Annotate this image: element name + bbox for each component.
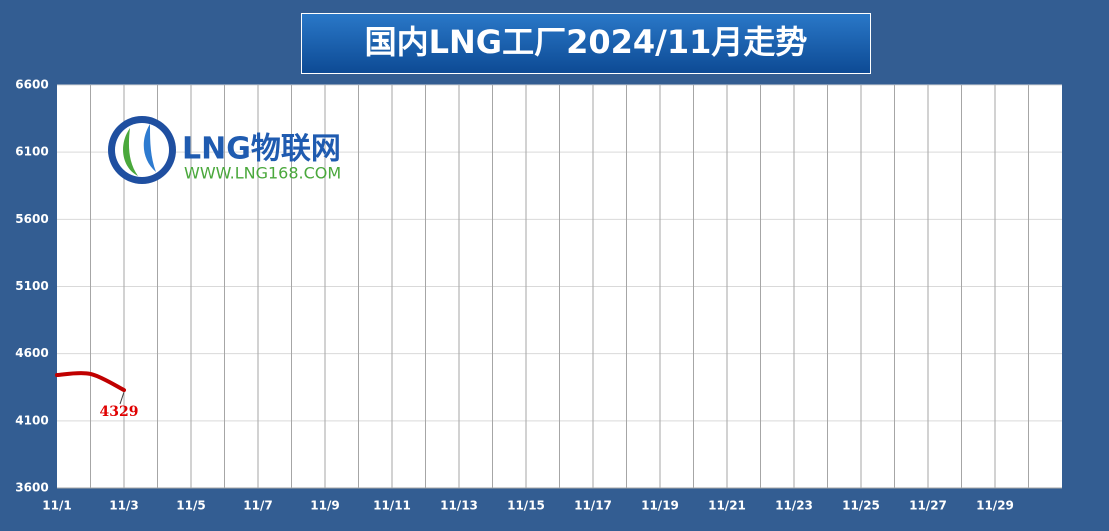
x-tick-label: 11/25 — [842, 499, 880, 513]
logo: LNG物联网 WWW.LNG168.COM — [108, 116, 341, 184]
x-tick-label: 11/13 — [440, 499, 478, 513]
x-tick-label: 11/17 — [574, 499, 612, 513]
y-tick-label: 5600 — [15, 212, 48, 226]
x-tick-label: 11/3 — [109, 499, 138, 513]
y-tick-label: 4600 — [15, 346, 48, 360]
logo-icon — [143, 124, 156, 172]
chart-title: 国内LNG工厂2024/11月走势 — [365, 23, 808, 61]
x-tick-label: 11/27 — [909, 499, 947, 513]
x-tick-label: 11/29 — [976, 499, 1014, 513]
data-label: 4329 — [100, 404, 139, 420]
logo-url: WWW.LNG168.COM — [184, 164, 341, 183]
x-tick-label: 11/1 — [42, 499, 71, 513]
logo-icon — [123, 128, 138, 176]
y-tick-label: 4100 — [15, 413, 48, 427]
y-tick-label: 6100 — [15, 145, 48, 159]
x-tick-label: 11/15 — [507, 499, 545, 513]
line-series — [55, 371, 126, 393]
marks: 4329 — [55, 371, 139, 420]
logo-name: LNG物联网 — [182, 132, 341, 167]
label-leader — [119, 391, 125, 405]
y-tick-label: 6600 — [15, 78, 48, 92]
x-tick-label: 11/7 — [243, 499, 272, 513]
x-tick-label: 11/21 — [708, 499, 746, 513]
x-tick-label: 11/23 — [775, 499, 813, 513]
x-tick-label: 11/5 — [176, 499, 205, 513]
x-tick-label: 11/11 — [373, 499, 411, 513]
y-tick-label: 3600 — [15, 481, 48, 495]
title-box — [301, 13, 871, 74]
y-tick-label: 5100 — [15, 279, 48, 293]
x-tick-label: 11/9 — [310, 499, 339, 513]
x-tick-label: 11/19 — [641, 499, 679, 513]
